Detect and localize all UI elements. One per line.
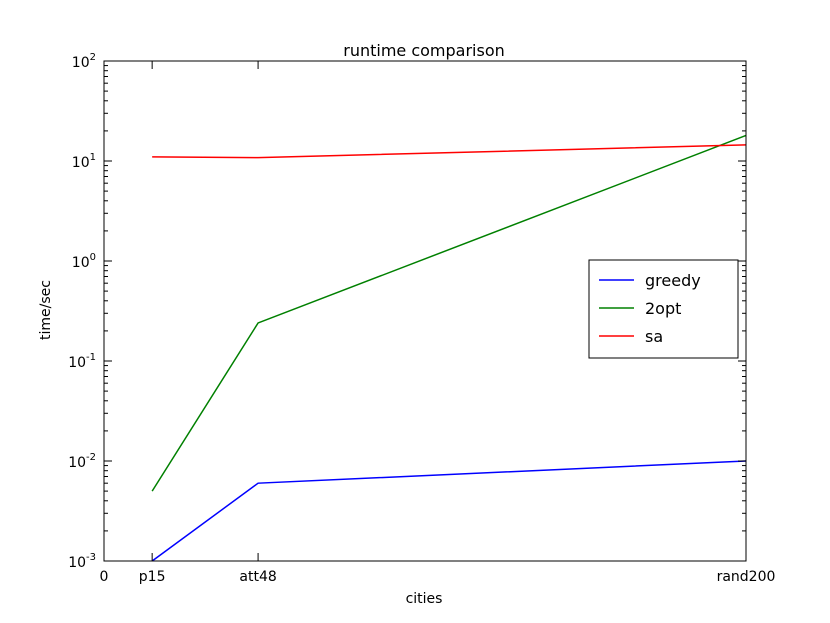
series-layer bbox=[151, 134, 747, 562]
x-tick-label: p15 bbox=[139, 569, 166, 585]
legend-label: sa bbox=[645, 327, 663, 346]
series-line-2opt bbox=[151, 134, 747, 492]
legend: greedy 2opt sa bbox=[588, 259, 739, 359]
x-tick-label: rand200 bbox=[717, 569, 776, 585]
y-tick-label: 100 bbox=[72, 252, 96, 271]
tick-layer: 0 p15 att48 rand200 10-3 10-2 10-1 100 101 102 bbox=[68, 52, 775, 585]
legend-box bbox=[588, 259, 739, 359]
x-axis-label: cities bbox=[406, 591, 443, 607]
legend-label: 2opt bbox=[645, 299, 681, 318]
y-tick-label: 102 bbox=[72, 52, 96, 71]
x-tick-label: att48 bbox=[239, 569, 276, 585]
y-tick-label: 10-1 bbox=[68, 352, 96, 371]
series-line-greedy bbox=[151, 460, 747, 562]
x-tick-label: 0 bbox=[100, 569, 109, 585]
series-line-sa bbox=[152, 144, 747, 159]
y-tick-label: 10-3 bbox=[68, 552, 96, 571]
chart-title: runtime comparison bbox=[343, 41, 505, 60]
legend-label: greedy bbox=[645, 271, 701, 290]
plot-frame bbox=[103, 60, 747, 562]
y-axis-label: time/sec bbox=[38, 280, 54, 340]
y-tick-label: 10-2 bbox=[68, 452, 96, 471]
y-tick-label: 101 bbox=[72, 152, 96, 171]
